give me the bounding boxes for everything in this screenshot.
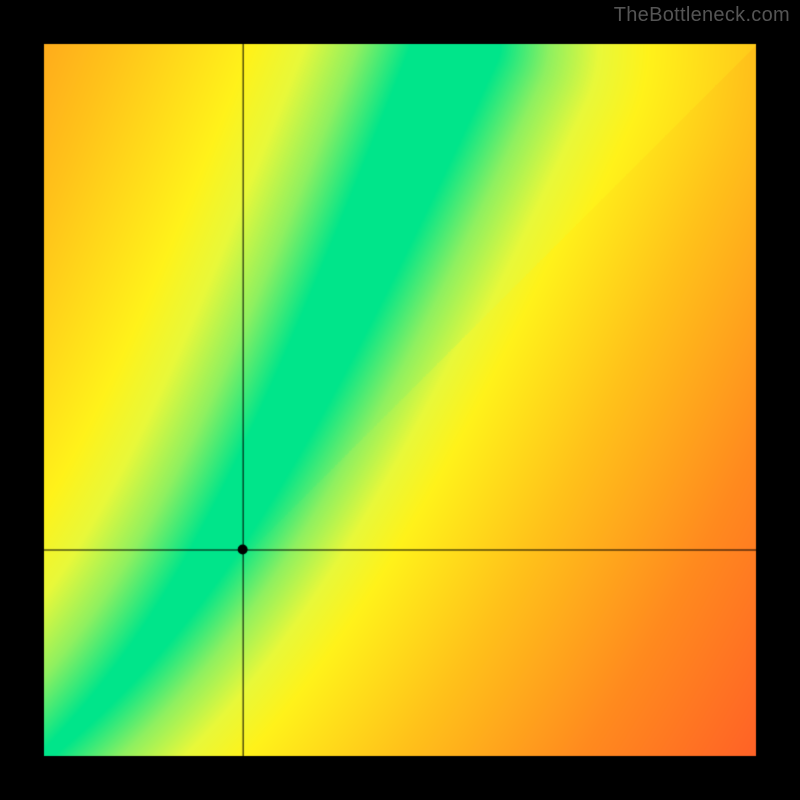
bottleneck-heatmap — [0, 0, 800, 800]
chart-container: TheBottleneck.com — [0, 0, 800, 800]
watermark-text: TheBottleneck.com — [614, 4, 790, 27]
